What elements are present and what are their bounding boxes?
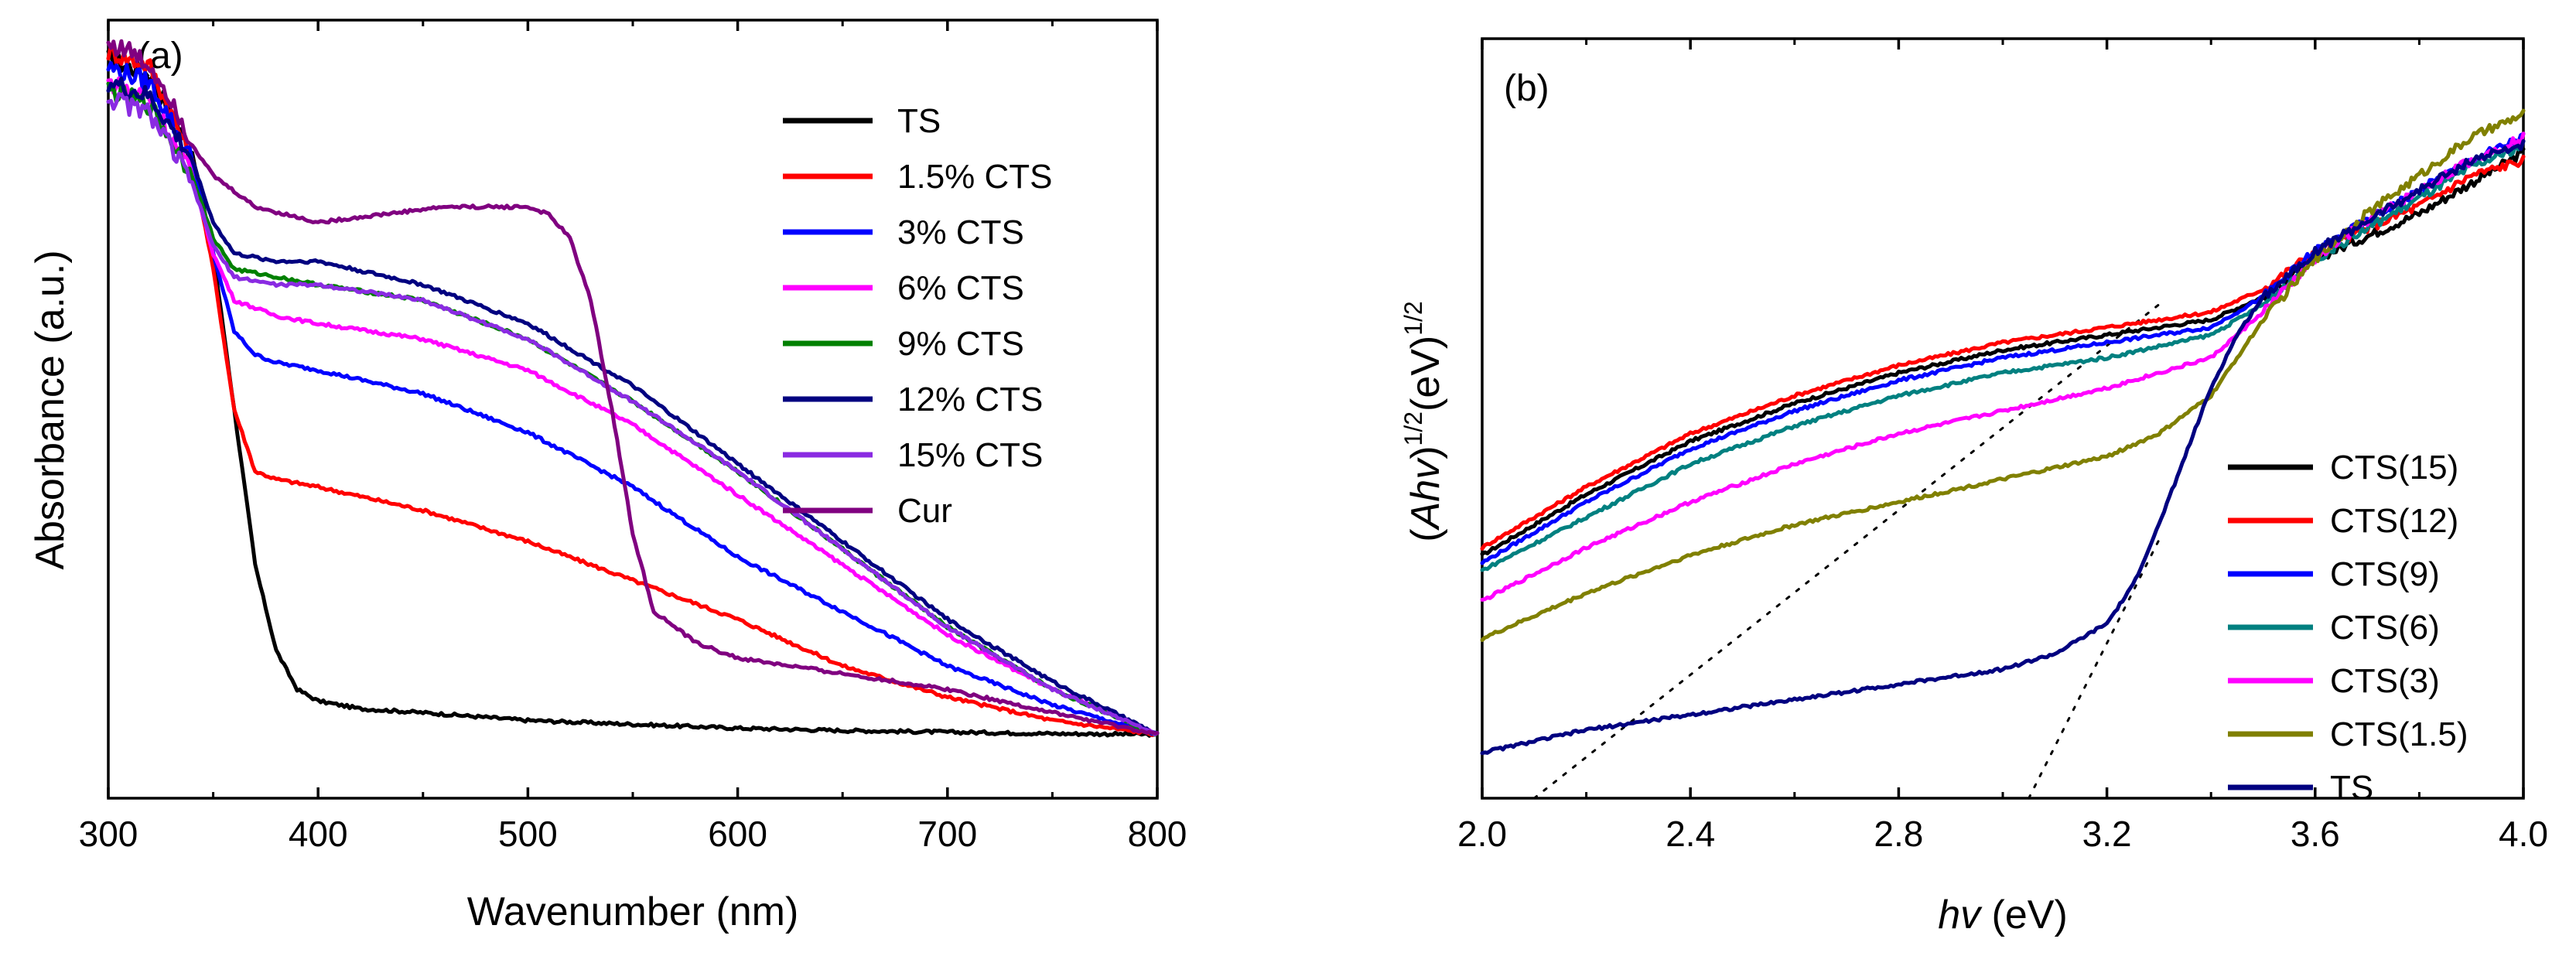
panel-b-x-tick-label: 3.2 bbox=[2082, 814, 2132, 854]
panel-a-x-tick-label: 300 bbox=[79, 814, 138, 854]
panel-b-ticks: 2.0 2.4 2.8 3.2 3.6 4.0 bbox=[1457, 39, 2548, 854]
panel-a-legend-label-1-5-cts: 1.5% CTS bbox=[897, 158, 1053, 196]
panel-b-legend-label-ts: TS bbox=[2330, 769, 2373, 807]
panel-b-legend-label-cts-12: CTS(12) bbox=[2330, 502, 2458, 540]
panel-b-series-cts-9 bbox=[1480, 131, 2526, 565]
panel-b-x-tick-label: 4.0 bbox=[2499, 814, 2548, 854]
panel-b-legend-label-cts-1-5: CTS(1.5) bbox=[2330, 715, 2468, 753]
panel-a-series-1-5-cts bbox=[106, 43, 1160, 737]
panel-a-curves bbox=[106, 39, 1160, 738]
panel-b-series-ts bbox=[1480, 138, 2526, 756]
panel-a-x-tick-label: 800 bbox=[1128, 814, 1187, 854]
panel-a-series-3-cts bbox=[106, 60, 1160, 736]
panel-b-legend: CTS(15) CTS(12) CTS(9) CTS(6) CTS(3) CTS(1.5)… bbox=[2228, 449, 2468, 807]
panel-b-x-tick-label: 2.8 bbox=[1874, 814, 1923, 854]
panel-b-legend-label-cts-6: CTS(6) bbox=[2330, 609, 2440, 647]
panel-b-y-title-open: ( bbox=[1403, 528, 1448, 542]
panel-b-fit-line-1 bbox=[1532, 303, 2161, 800]
panel-a-series-6-cts bbox=[106, 76, 1160, 736]
panel-b-x-axis-title: hv (eV) bbox=[1938, 893, 2068, 937]
panel-a-series-cur bbox=[106, 39, 1160, 736]
panel-b-legend-label-cts-15: CTS(15) bbox=[2330, 449, 2458, 487]
panel-b-x-tick-label: 2.4 bbox=[1666, 814, 1715, 854]
panel-a-legend-label-15-cts: 15% CTS bbox=[897, 436, 1043, 474]
panel-b-x-tick-label: 2.0 bbox=[1457, 814, 1507, 854]
panel-b-legend-label-cts-9: CTS(9) bbox=[2330, 555, 2440, 593]
panel-b-fit-lines bbox=[1532, 303, 2161, 800]
panel-a-legend-label-ts: TS bbox=[897, 102, 941, 140]
panel-b-curves bbox=[1480, 108, 2526, 756]
panel-a: (a) 300 400 500 600 700 800 Wavenumber (nm) A… bbox=[28, 19, 1187, 934]
panel-a-legend: TS 1.5% CTS 3% CTS 6% CTS 9% CTS 12% CTS 15% C… bbox=[783, 102, 1053, 530]
panel-a-x-tick-label: 500 bbox=[498, 814, 558, 854]
panel-b-x-axis-title-italic: hv bbox=[1938, 893, 1983, 937]
panel-b-y-axis-title: (Ahv)1/2(eV)1/2 bbox=[1399, 301, 1448, 541]
panel-a-legend-label-12-cts: 12% CTS bbox=[897, 381, 1043, 418]
panel-b-y-title-close: ) bbox=[1403, 446, 1448, 459]
panel-b-x-tick-label: 3.6 bbox=[2291, 814, 2340, 854]
panel-b-y-title-mid: (eV) bbox=[1403, 336, 1448, 411]
panel-b-legend-label-cts-3: CTS(3) bbox=[2330, 662, 2440, 700]
panel-a-legend-label-3-cts: 3% CTS bbox=[897, 213, 1024, 251]
panel-a-ticks: 300 400 500 600 700 800 bbox=[79, 20, 1187, 854]
panel-b-x-axis-title-unit: (eV) bbox=[1980, 893, 2068, 937]
panel-a-series-15-cts bbox=[106, 91, 1160, 736]
panel-a-x-tick-label: 400 bbox=[289, 814, 348, 854]
panel-a-x-axis-title: Wavenumber (nm) bbox=[467, 889, 799, 934]
panel-a-legend-label-cur: Cur bbox=[897, 492, 952, 530]
panel-a-legend-label-9-cts: 9% CTS bbox=[897, 325, 1024, 363]
panel-b-label: (b) bbox=[1504, 68, 1549, 109]
panel-b-y-title-sup2: 1/2 bbox=[1399, 301, 1427, 335]
panel-b-y-title-italic: Ahv bbox=[1403, 457, 1448, 531]
panel-a-y-axis-title: Absorbance (a.u.) bbox=[28, 250, 73, 569]
panel-a-x-tick-label: 600 bbox=[708, 814, 767, 854]
panel-a-x-tick-label: 700 bbox=[917, 814, 977, 854]
panel-a-legend-label-6-cts: 6% CTS bbox=[897, 269, 1024, 307]
panel-b-fit-line-2 bbox=[2028, 538, 2161, 800]
panel-a-series-ts bbox=[106, 50, 1160, 738]
panel-b: (b) 2.0 2.4 2.8 3.2 3.6 4.0 hv (eV) (Ahv)1/2(… bbox=[1399, 37, 2548, 937]
panel-a-series-12-cts bbox=[106, 77, 1160, 736]
panel-b-y-title-sup1: 1/2 bbox=[1399, 411, 1427, 446]
